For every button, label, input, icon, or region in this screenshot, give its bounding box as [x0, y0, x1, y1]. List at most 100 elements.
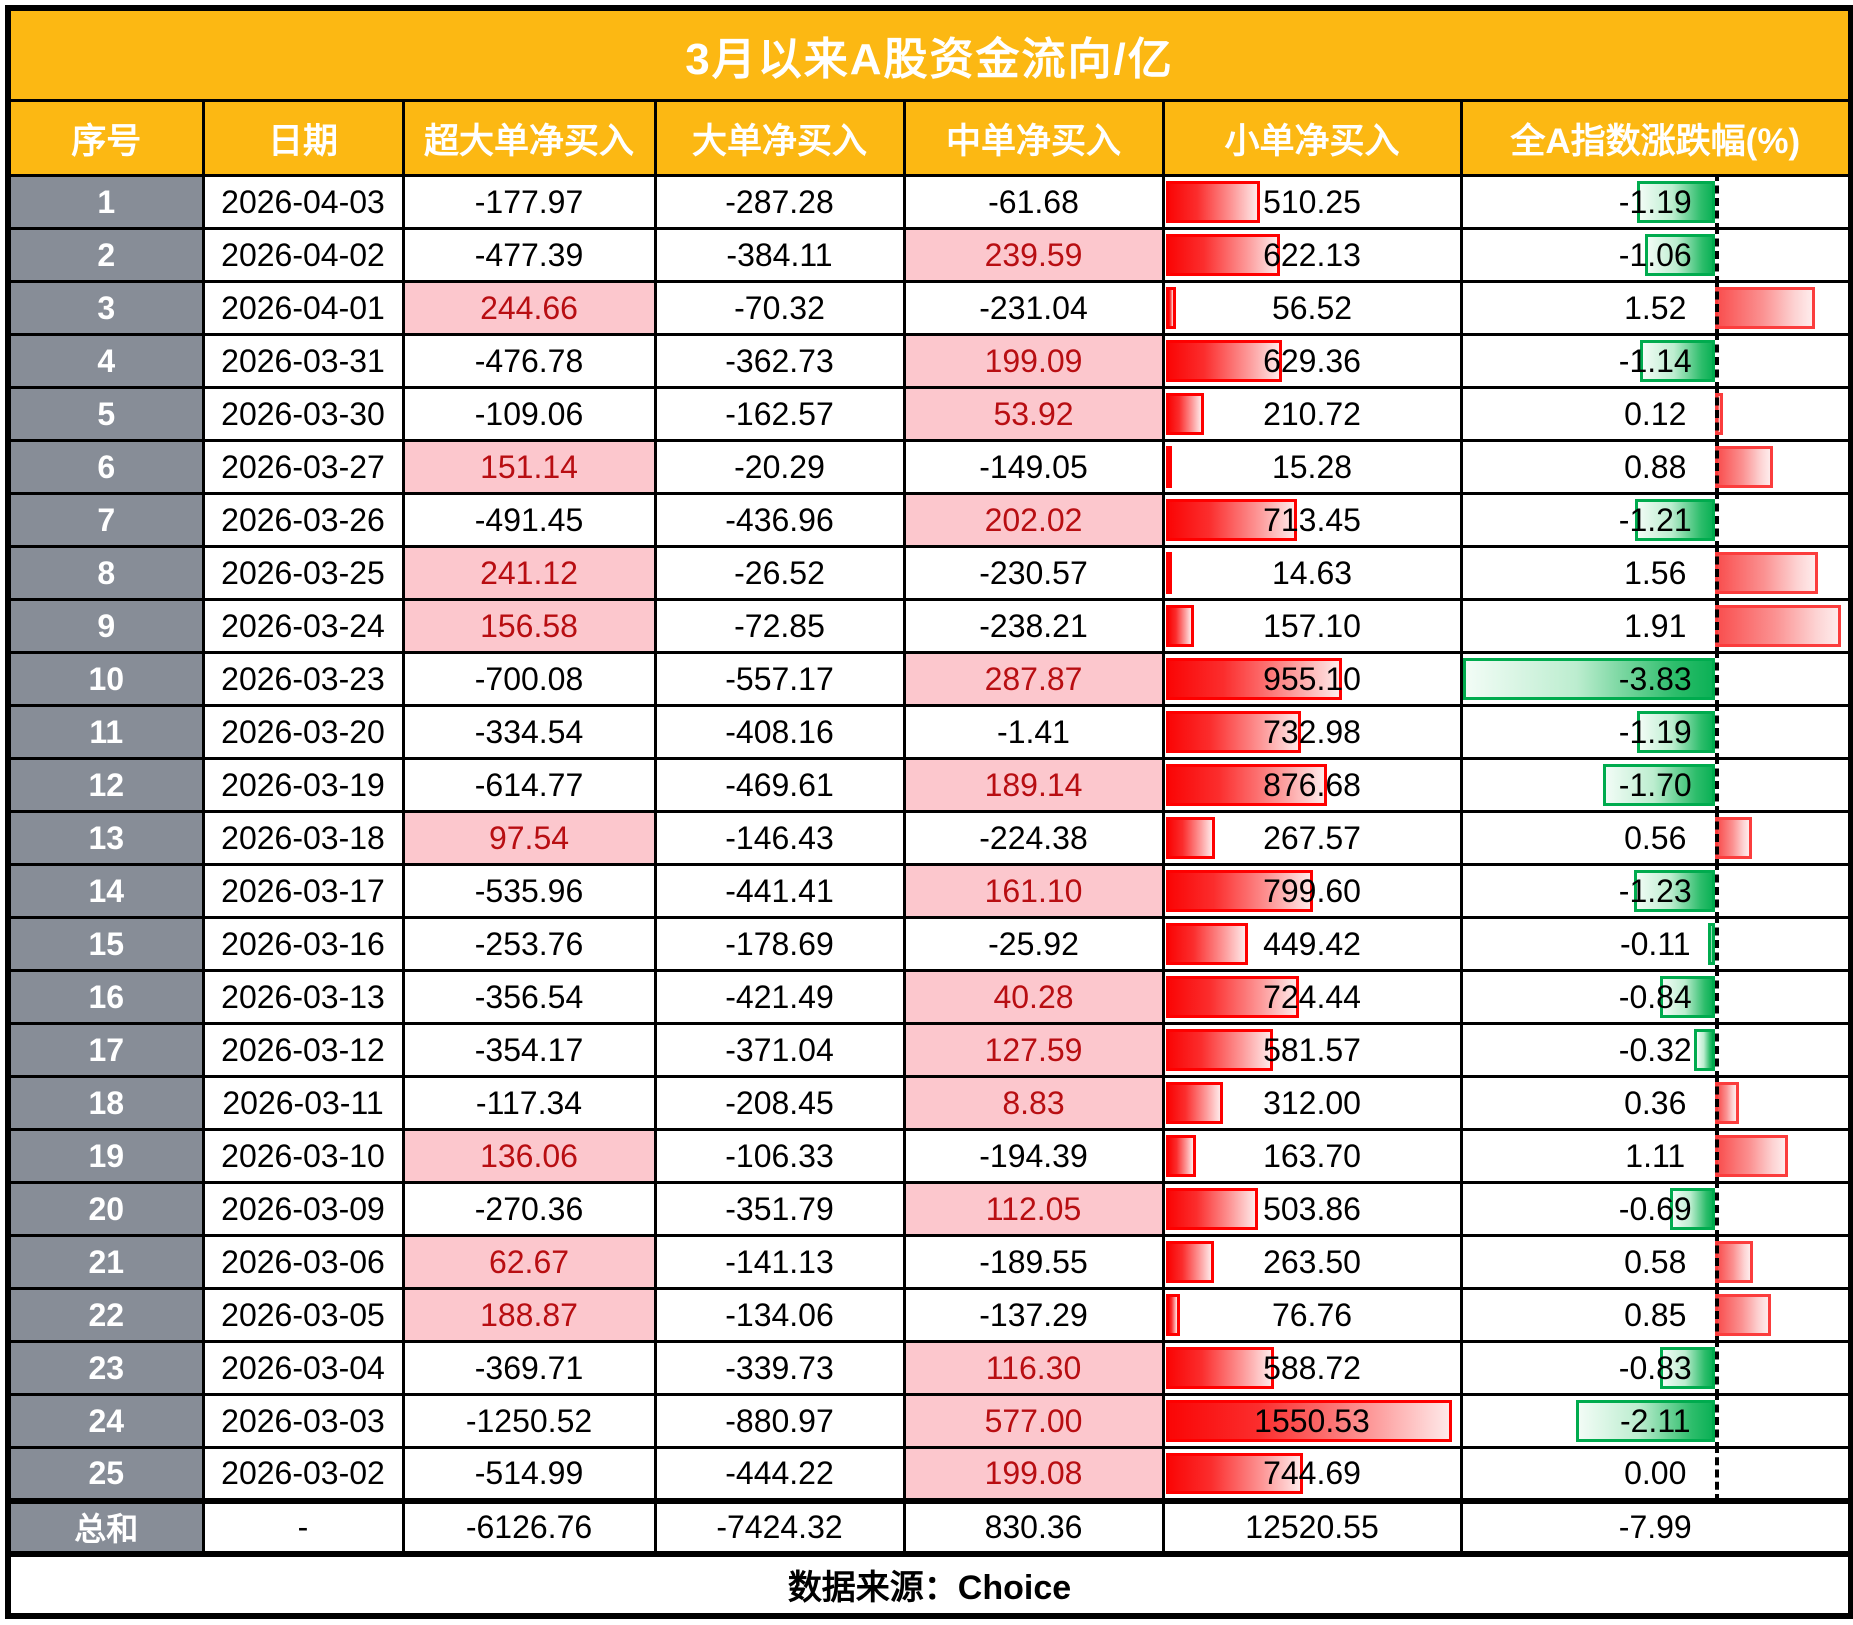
- table-row: 24 2026-03-03 -1250.52 -880.97 577.00 1550.53…: [6, 1393, 1853, 1449]
- large-order-cell: -141.13: [653, 1234, 906, 1290]
- date-cell-value: 2026-03-10: [221, 1137, 385, 1174]
- index-up-bar: [1715, 817, 1752, 859]
- index-change-cell-value: 0.56: [1624, 819, 1687, 856]
- super-large-order-cell-value: -700.08: [474, 660, 584, 697]
- date-cell: 2026-03-19: [201, 757, 405, 813]
- super-large-order-cell-value: -177.97: [474, 183, 584, 220]
- small-order-cell: 263.50: [1161, 1234, 1463, 1290]
- index-change-cell-value: -1.19: [1618, 183, 1692, 220]
- super-large-order-cell: -477.39: [401, 227, 657, 283]
- small-order-cell-value: 581.57: [1263, 1031, 1361, 1068]
- date-cell-value: 2026-03-30: [221, 395, 385, 432]
- index-down-bar: [1660, 1347, 1716, 1389]
- super-large-order-cell: -253.76: [401, 916, 657, 972]
- index-change-cell-value: 1.56: [1624, 554, 1687, 591]
- large-order-cell: -384.11: [653, 227, 906, 283]
- super-large-order-cell: -535.96: [401, 863, 657, 919]
- row-index-value: 2: [97, 236, 116, 273]
- table-row: 13 2026-03-18 97.54 -146.43 -224.38 267.57 0.5…: [6, 810, 1853, 866]
- medium-order-cell-value: 116.30: [985, 1349, 1082, 1386]
- small-order-cell: 713.45: [1161, 492, 1463, 548]
- medium-order-cell: -1.41: [902, 704, 1165, 760]
- super-large-order-cell-value: -476.78: [474, 342, 584, 379]
- super-large-order-cell: -334.54: [401, 704, 657, 760]
- medium-order-cell: -149.05: [902, 439, 1165, 495]
- small-order-cell: 163.70: [1161, 1128, 1463, 1184]
- super-large-order-cell-value: 156.58: [480, 607, 578, 644]
- small-order-cell: 510.25: [1161, 174, 1463, 230]
- date-cell: 2026-03-23: [201, 651, 405, 707]
- small-order-bar: [1166, 1347, 1275, 1389]
- flow-table: 3月以来A股资金流向/亿 序号 日期 超大单净买入 大单净买入 中单净买入 小单净买入 全A…: [5, 5, 1853, 1619]
- large-order-cell-value: -178.69: [725, 925, 834, 962]
- small-order-cell: 503.86: [1161, 1181, 1463, 1237]
- small-order-cell: 157.10: [1161, 598, 1463, 654]
- medium-order-cell: 830.36: [902, 1497, 1165, 1557]
- row-label-total-value: 总和: [74, 1511, 139, 1547]
- date-cell-value: 2026-03-26: [221, 501, 385, 538]
- row-index: 22: [6, 1287, 205, 1343]
- table-row: 8 2026-03-25 241.12 -26.52 -230.57 14.63 1.56: [6, 545, 1853, 601]
- small-order-cell-value: 163.70: [1263, 1137, 1361, 1174]
- index-change-cell-value: 1.91: [1624, 607, 1687, 644]
- large-order-cell: -70.32: [653, 280, 906, 336]
- small-order-bar: [1166, 1188, 1259, 1230]
- large-order-cell-value: -557.17: [725, 660, 834, 697]
- large-order-cell: -469.61: [653, 757, 906, 813]
- small-order-bar: [1166, 1453, 1303, 1494]
- index-change-cell: 0.12: [1459, 386, 1853, 442]
- row-index-value: 4: [97, 342, 116, 379]
- small-order-bar: [1166, 1135, 1196, 1177]
- medium-order-cell: -230.57: [902, 545, 1165, 601]
- large-order-cell-value: -162.57: [725, 395, 834, 432]
- super-large-order-cell-value: -6126.76: [465, 1508, 593, 1545]
- medium-order-cell-value: -25.92: [988, 925, 1079, 962]
- index-up-bar: [1715, 1294, 1772, 1336]
- large-order-cell: -441.41: [653, 863, 906, 919]
- row-index: 5: [6, 386, 205, 442]
- small-order-cell: 14.63: [1161, 545, 1463, 601]
- zero-axis-line: [1715, 337, 1719, 385]
- index-up-bar: [1715, 605, 1841, 647]
- small-order-cell: 76.76: [1161, 1287, 1463, 1343]
- index-change-cell-value: -0.69: [1618, 1190, 1692, 1227]
- super-large-order-cell: 156.58: [401, 598, 657, 654]
- row-index-value: 12: [88, 766, 125, 803]
- index-change-cell-value: -1.14: [1618, 342, 1692, 379]
- medium-order-cell-value: -189.55: [979, 1243, 1088, 1280]
- row-index: 7: [6, 492, 205, 548]
- date-cell-value: 2026-04-03: [221, 183, 385, 220]
- medium-order-cell-value: -224.38: [979, 819, 1088, 856]
- date-cell-value: 2026-03-04: [221, 1349, 385, 1386]
- index-change-cell-value: 0.58: [1624, 1243, 1687, 1280]
- large-order-cell-value: -7424.32: [716, 1508, 843, 1545]
- date-cell-value: 2026-03-13: [221, 978, 385, 1015]
- large-order-cell-value: -20.29: [734, 448, 825, 485]
- medium-order-cell: 40.28: [902, 969, 1165, 1025]
- large-order-cell: -20.29: [653, 439, 906, 495]
- medium-order-cell-value: 112.05: [985, 1190, 1082, 1227]
- row-index: 16: [6, 969, 205, 1025]
- date-cell: 2026-03-20: [201, 704, 405, 760]
- table-row: 9 2026-03-24 156.58 -72.85 -238.21 157.10 1.91: [6, 598, 1853, 654]
- medium-order-cell-value: 287.87: [984, 660, 1083, 697]
- date-cell: 2026-04-03: [201, 174, 405, 230]
- large-order-cell-value: -134.06: [725, 1296, 834, 1333]
- row-index: 25: [6, 1446, 205, 1502]
- large-order-cell: -106.33: [653, 1128, 906, 1184]
- small-order-cell-value: 724.44: [1263, 978, 1361, 1015]
- small-order-cell: 15.28: [1161, 439, 1463, 495]
- large-order-cell-value: -208.45: [725, 1084, 834, 1121]
- medium-order-cell: -61.68: [902, 174, 1165, 230]
- large-order-cell: -134.06: [653, 1287, 906, 1343]
- index-change-cell: -0.32: [1459, 1022, 1853, 1078]
- row-index-value: 5: [97, 395, 116, 432]
- small-order-bar: [1166, 499, 1298, 541]
- row-index: 18: [6, 1075, 205, 1131]
- small-order-cell: 1550.53: [1161, 1393, 1463, 1449]
- row-index: 6: [6, 439, 205, 495]
- date-cell-value: 2026-03-24: [221, 607, 385, 644]
- column-header-1: 日期: [201, 99, 405, 177]
- page-title: 3月以来A股资金流向/亿: [6, 6, 1853, 102]
